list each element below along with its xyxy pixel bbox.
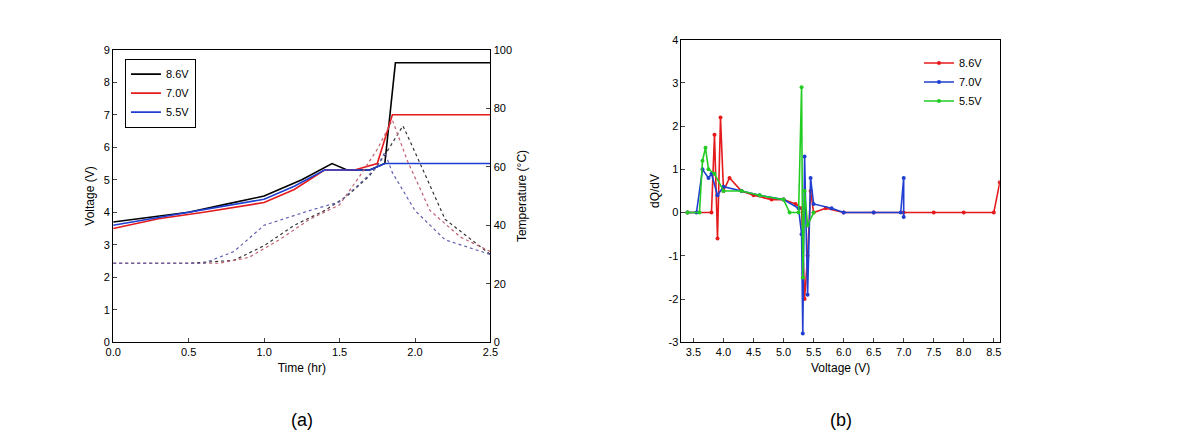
svg-text:6.0: 6.0	[836, 346, 851, 358]
svg-text:Time (hr): Time (hr)	[278, 361, 326, 375]
svg-text:5.5: 5.5	[806, 346, 821, 358]
svg-text:-1: -1	[668, 250, 678, 262]
svg-text:40: 40	[494, 219, 506, 231]
svg-text:4: 4	[672, 34, 678, 46]
svg-text:1.5: 1.5	[332, 346, 347, 358]
svg-text:8.6V: 8.6V	[959, 57, 982, 69]
svg-text:2.0: 2.0	[407, 346, 422, 358]
svg-text:(a): (a)	[291, 410, 313, 430]
svg-text:3: 3	[672, 77, 678, 89]
svg-text:8: 8	[104, 76, 110, 88]
svg-text:5.0: 5.0	[776, 346, 791, 358]
svg-text:100: 100	[494, 44, 512, 56]
svg-text:6.5: 6.5	[866, 346, 881, 358]
svg-text:dQ/dV: dQ/dV	[648, 174, 662, 208]
svg-text:3.5: 3.5	[686, 346, 701, 358]
svg-text:7.0V: 7.0V	[166, 87, 189, 99]
svg-text:5: 5	[104, 174, 110, 186]
svg-text:0.0: 0.0	[106, 346, 121, 358]
svg-text:7.0V: 7.0V	[959, 76, 982, 88]
svg-text:1: 1	[104, 304, 110, 316]
svg-text:8.0: 8.0	[956, 346, 971, 358]
svg-text:2: 2	[672, 120, 678, 132]
svg-text:0: 0	[494, 336, 500, 348]
svg-text:2: 2	[104, 271, 110, 283]
svg-text:Temperature (°C): Temperature (°C)	[515, 150, 529, 242]
svg-text:7.0: 7.0	[896, 346, 911, 358]
svg-text:0.5: 0.5	[181, 346, 196, 358]
svg-text:7: 7	[104, 109, 110, 121]
svg-text:9: 9	[104, 44, 110, 56]
svg-text:-2: -2	[668, 293, 678, 305]
svg-text:-3: -3	[668, 336, 678, 348]
svg-text:7.5: 7.5	[926, 346, 941, 358]
svg-text:Voltage (V): Voltage (V)	[811, 361, 870, 375]
svg-text:5.5V: 5.5V	[166, 106, 189, 118]
svg-text:3: 3	[104, 239, 110, 251]
svg-text:4: 4	[104, 206, 110, 218]
svg-text:8.5: 8.5	[986, 346, 1001, 358]
svg-text:4.5: 4.5	[746, 346, 761, 358]
svg-text:0: 0	[672, 206, 678, 218]
svg-text:1: 1	[672, 163, 678, 175]
svg-text:60: 60	[494, 161, 506, 173]
svg-text:80: 80	[494, 102, 506, 114]
svg-text:4.0: 4.0	[716, 346, 731, 358]
svg-text:8.6V: 8.6V	[166, 68, 189, 80]
svg-text:(b): (b)	[830, 410, 852, 430]
svg-text:6: 6	[104, 141, 110, 153]
svg-text:20: 20	[494, 278, 506, 290]
svg-text:Voltage (V): Voltage (V)	[83, 166, 97, 225]
svg-text:0: 0	[104, 336, 110, 348]
svg-text:5.5V: 5.5V	[959, 95, 982, 107]
svg-text:2.5: 2.5	[483, 346, 498, 358]
svg-text:1.0: 1.0	[256, 346, 271, 358]
